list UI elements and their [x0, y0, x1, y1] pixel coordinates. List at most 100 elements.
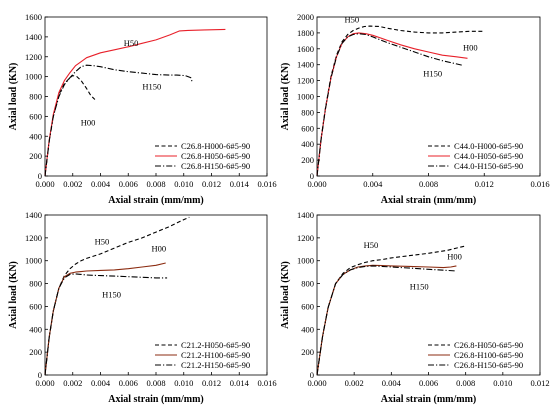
y-tick-label: 400: [301, 324, 314, 334]
series-line-2: [316, 264, 457, 376]
x-tick-label: 0.012: [202, 378, 221, 388]
x-tick-label: 0.004: [363, 179, 383, 189]
y-tick-label: 0: [38, 370, 42, 380]
y-tick-label: 0: [310, 370, 314, 380]
x-tick-label: 0.014: [230, 179, 250, 189]
legend-entry: C44.0-H000-6#5-90: [454, 141, 523, 151]
legend-entry: C26.8-H100-6#5-90: [454, 350, 523, 360]
series-line-2: [44, 28, 226, 177]
series-line-3: [44, 273, 168, 376]
x-tick-label: 0.000: [307, 179, 326, 189]
x-tick-label: 0.010: [174, 378, 193, 388]
y-tick-label: 800: [301, 107, 314, 117]
panel-4: 0 200 400 600 800 1000 1200 1400 0.000 0.002 0.004…: [280, 210, 550, 405]
x-tick-label: 0.008: [419, 179, 438, 189]
y-tick-label: 600: [29, 301, 42, 311]
annotation-label: H00: [463, 42, 478, 52]
x-tick-label: 0.012: [530, 378, 549, 388]
annotation-label: H50: [345, 15, 360, 25]
legend-entry: C44.0-H150-6#5-90: [454, 161, 523, 171]
y-tick-label: 1000: [25, 72, 42, 82]
x-tick-label: 0.006: [119, 378, 138, 388]
y-tick-label: 1200: [25, 52, 42, 62]
panel-2: 0 200 400 600 800 1000 1200 1400 1600 1800 2000 0.0…: [280, 12, 550, 206]
annotation-label: H150: [410, 281, 429, 291]
y-tick-label: 600: [301, 123, 314, 133]
y-tick-label: 1600: [297, 44, 314, 54]
y-axis-title: Axial load (KN): [8, 63, 19, 131]
annotation-label: H00: [81, 117, 96, 127]
legend-entry: C26.8-H150-6#5-90: [454, 360, 523, 370]
annotation-label: H00: [151, 244, 166, 254]
panel-3: 0 200 400 600 800 1000 1200 1400 0.000 0.002 0.004…: [8, 210, 277, 405]
x-axis-title: Axial strain (mm/mm): [108, 394, 204, 405]
annotation-label: H150: [102, 289, 121, 299]
x-tick-label: 0.002: [63, 179, 82, 189]
x-tick-label: 0.002: [345, 378, 364, 388]
y-tick-label: 200: [29, 151, 42, 161]
x-tick-label: 0.010: [174, 179, 193, 189]
y-tick-label: 1000: [297, 92, 314, 102]
series-line-3: [316, 265, 457, 376]
y-tick-label: 800: [301, 279, 314, 289]
series-line-3: [44, 64, 193, 177]
legend-entry: C26.8-H000-6#5-90: [181, 141, 250, 151]
annotation-label: H00: [447, 252, 462, 262]
y-tick-label: 0: [310, 171, 314, 181]
x-tick-label: 0.004: [91, 179, 111, 189]
annotation-label: H50: [124, 38, 139, 48]
legend-entry: C44.0-H050-6#5-90: [454, 151, 523, 161]
series-line-2: [316, 32, 468, 177]
x-tick-label: 0.014: [230, 378, 250, 388]
series-line-2: [44, 262, 166, 376]
y-tick-label: 1000: [297, 256, 314, 266]
y-tick-label: 400: [301, 139, 314, 149]
annotation-label: H50: [95, 237, 110, 247]
y-tick-label: 1600: [25, 12, 42, 22]
x-tick-label: 0.012: [202, 179, 221, 189]
y-tick-label: 1400: [25, 210, 42, 220]
y-tick-label: 400: [29, 324, 42, 334]
x-tick-label: 0.010: [493, 378, 512, 388]
y-tick-label: 200: [301, 155, 314, 165]
x-axis-title: Axial strain (mm/mm): [108, 195, 204, 206]
annotation-label: H150: [423, 69, 442, 79]
y-tick-label: 1400: [297, 60, 314, 70]
y-tick-label: 200: [29, 347, 42, 357]
y-tick-label: 200: [301, 347, 314, 357]
y-tick-label: 800: [29, 92, 42, 102]
y-tick-label: 600: [301, 301, 314, 311]
y-tick-label: 400: [29, 131, 42, 141]
legend: C26.8-H000-6#5-90C26.8-H050-6#5-90C26.8-…: [155, 141, 250, 171]
x-tick-label: 0.004: [382, 378, 402, 388]
y-tick-label: 1200: [297, 76, 314, 86]
y-tick-label: 0: [38, 171, 42, 181]
y-tick-label: 1800: [297, 28, 314, 38]
legend-entry: C26.8-H150-6#5-90: [181, 161, 250, 171]
x-tick-label: 0.000: [35, 378, 54, 388]
annotation-label: H50: [364, 240, 379, 250]
legend-entry: C26.8-H050-6#5-90: [454, 340, 523, 350]
y-tick-label: 600: [29, 111, 42, 121]
legend: C26.8-H050-6#5-90C26.8-H100-6#5-90C26.8-…: [428, 340, 523, 370]
y-tick-label: 1000: [25, 256, 42, 266]
y-tick-label: 1400: [297, 210, 314, 220]
x-tick-label: 0.006: [119, 179, 138, 189]
x-tick-label: 0.004: [91, 378, 111, 388]
x-tick-label: 0.016: [257, 179, 276, 189]
x-tick-label: 0.008: [146, 378, 165, 388]
x-tick-label: 0.016: [530, 179, 549, 189]
y-tick-label: 2000: [297, 12, 314, 22]
x-tick-label: 0.008: [456, 378, 475, 388]
legend: C21.2-H050-6#5-90C21.2-H100-6#5-90C21.2-…: [155, 340, 250, 370]
y-tick-label: 800: [29, 279, 42, 289]
legend-entry: C21.2-H050-6#5-90: [181, 340, 250, 350]
series-line-1: [316, 245, 466, 376]
legend-entry: C21.2-H150-6#5-90: [181, 360, 250, 370]
x-axis-title: Axial strain (mm/mm): [381, 394, 477, 405]
series-line-1: [44, 216, 190, 376]
panel-1: 0 200 400 600 800 1000 1200 1400 1600 0.000 0.002 0…: [8, 12, 277, 206]
legend: C44.0-H000-6#5-90C44.0-H050-6#5-90C44.0-…: [428, 141, 523, 171]
x-tick-label: 0.000: [307, 378, 326, 388]
